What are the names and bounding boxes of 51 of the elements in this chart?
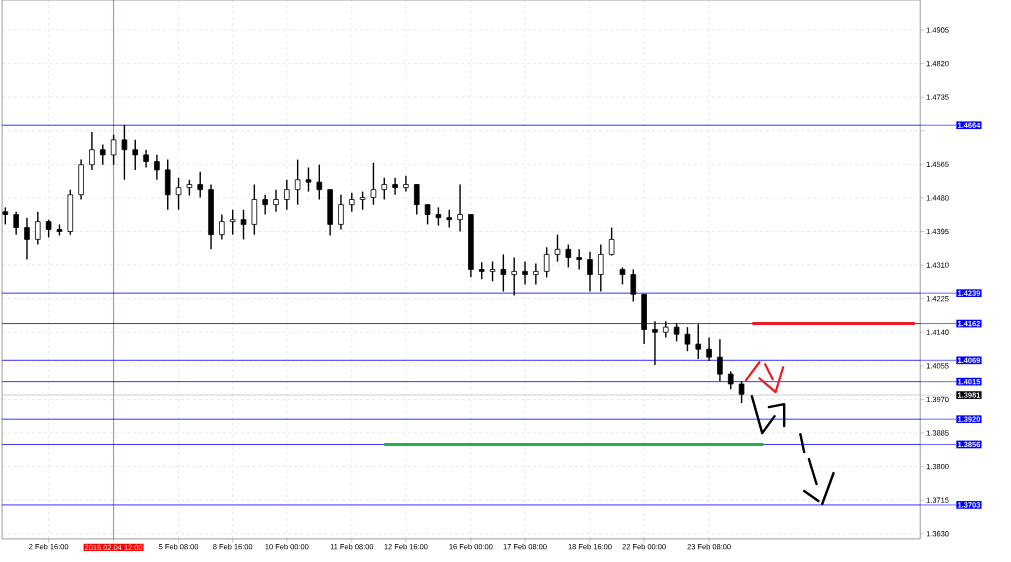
candlestick [219,213,225,241]
candlestick [35,211,41,246]
candlestick [294,158,301,206]
candlestick [273,189,279,213]
candlestick [338,194,344,231]
candlestick [110,134,117,166]
candlestick [89,131,95,171]
candlestick [457,183,463,233]
candlestick [229,209,236,236]
candlestick [565,243,572,269]
candlestick [598,243,604,293]
candlestick [121,124,128,181]
candlestick [381,177,388,201]
candlestick [424,204,431,226]
candlestick [132,139,139,171]
candlestick [543,246,550,279]
candlestick [706,336,712,362]
candlestick [197,171,203,199]
candlestick [284,179,290,211]
candlestick [305,166,312,193]
candlestick [554,234,561,263]
candlestick [175,177,182,211]
candlestick [370,162,377,206]
candlestick [349,192,355,213]
candlestick [413,183,420,216]
candlestick [403,175,409,193]
candlestick [608,226,615,257]
candlestick [630,268,637,303]
candlestick [684,326,691,352]
candlestick [13,211,19,236]
candlestick [500,253,507,293]
candlestick [262,194,268,216]
candlestick [99,143,106,166]
candlestick [154,154,160,181]
candlestick [359,190,366,211]
candlestick [240,209,247,241]
candlestick [392,177,398,196]
candlestick [738,380,745,404]
candlestick [576,248,582,271]
candlestick [522,260,528,286]
candlestick [435,206,442,227]
candlestick [489,260,496,283]
candlestick [533,262,539,286]
candlestick [717,338,723,383]
candlestick [695,323,702,360]
candlestick [316,164,323,201]
candlestick [673,322,680,343]
candlestick [652,320,658,366]
candlestick [24,217,30,261]
candlestick [511,256,517,297]
candlestick [587,251,593,293]
